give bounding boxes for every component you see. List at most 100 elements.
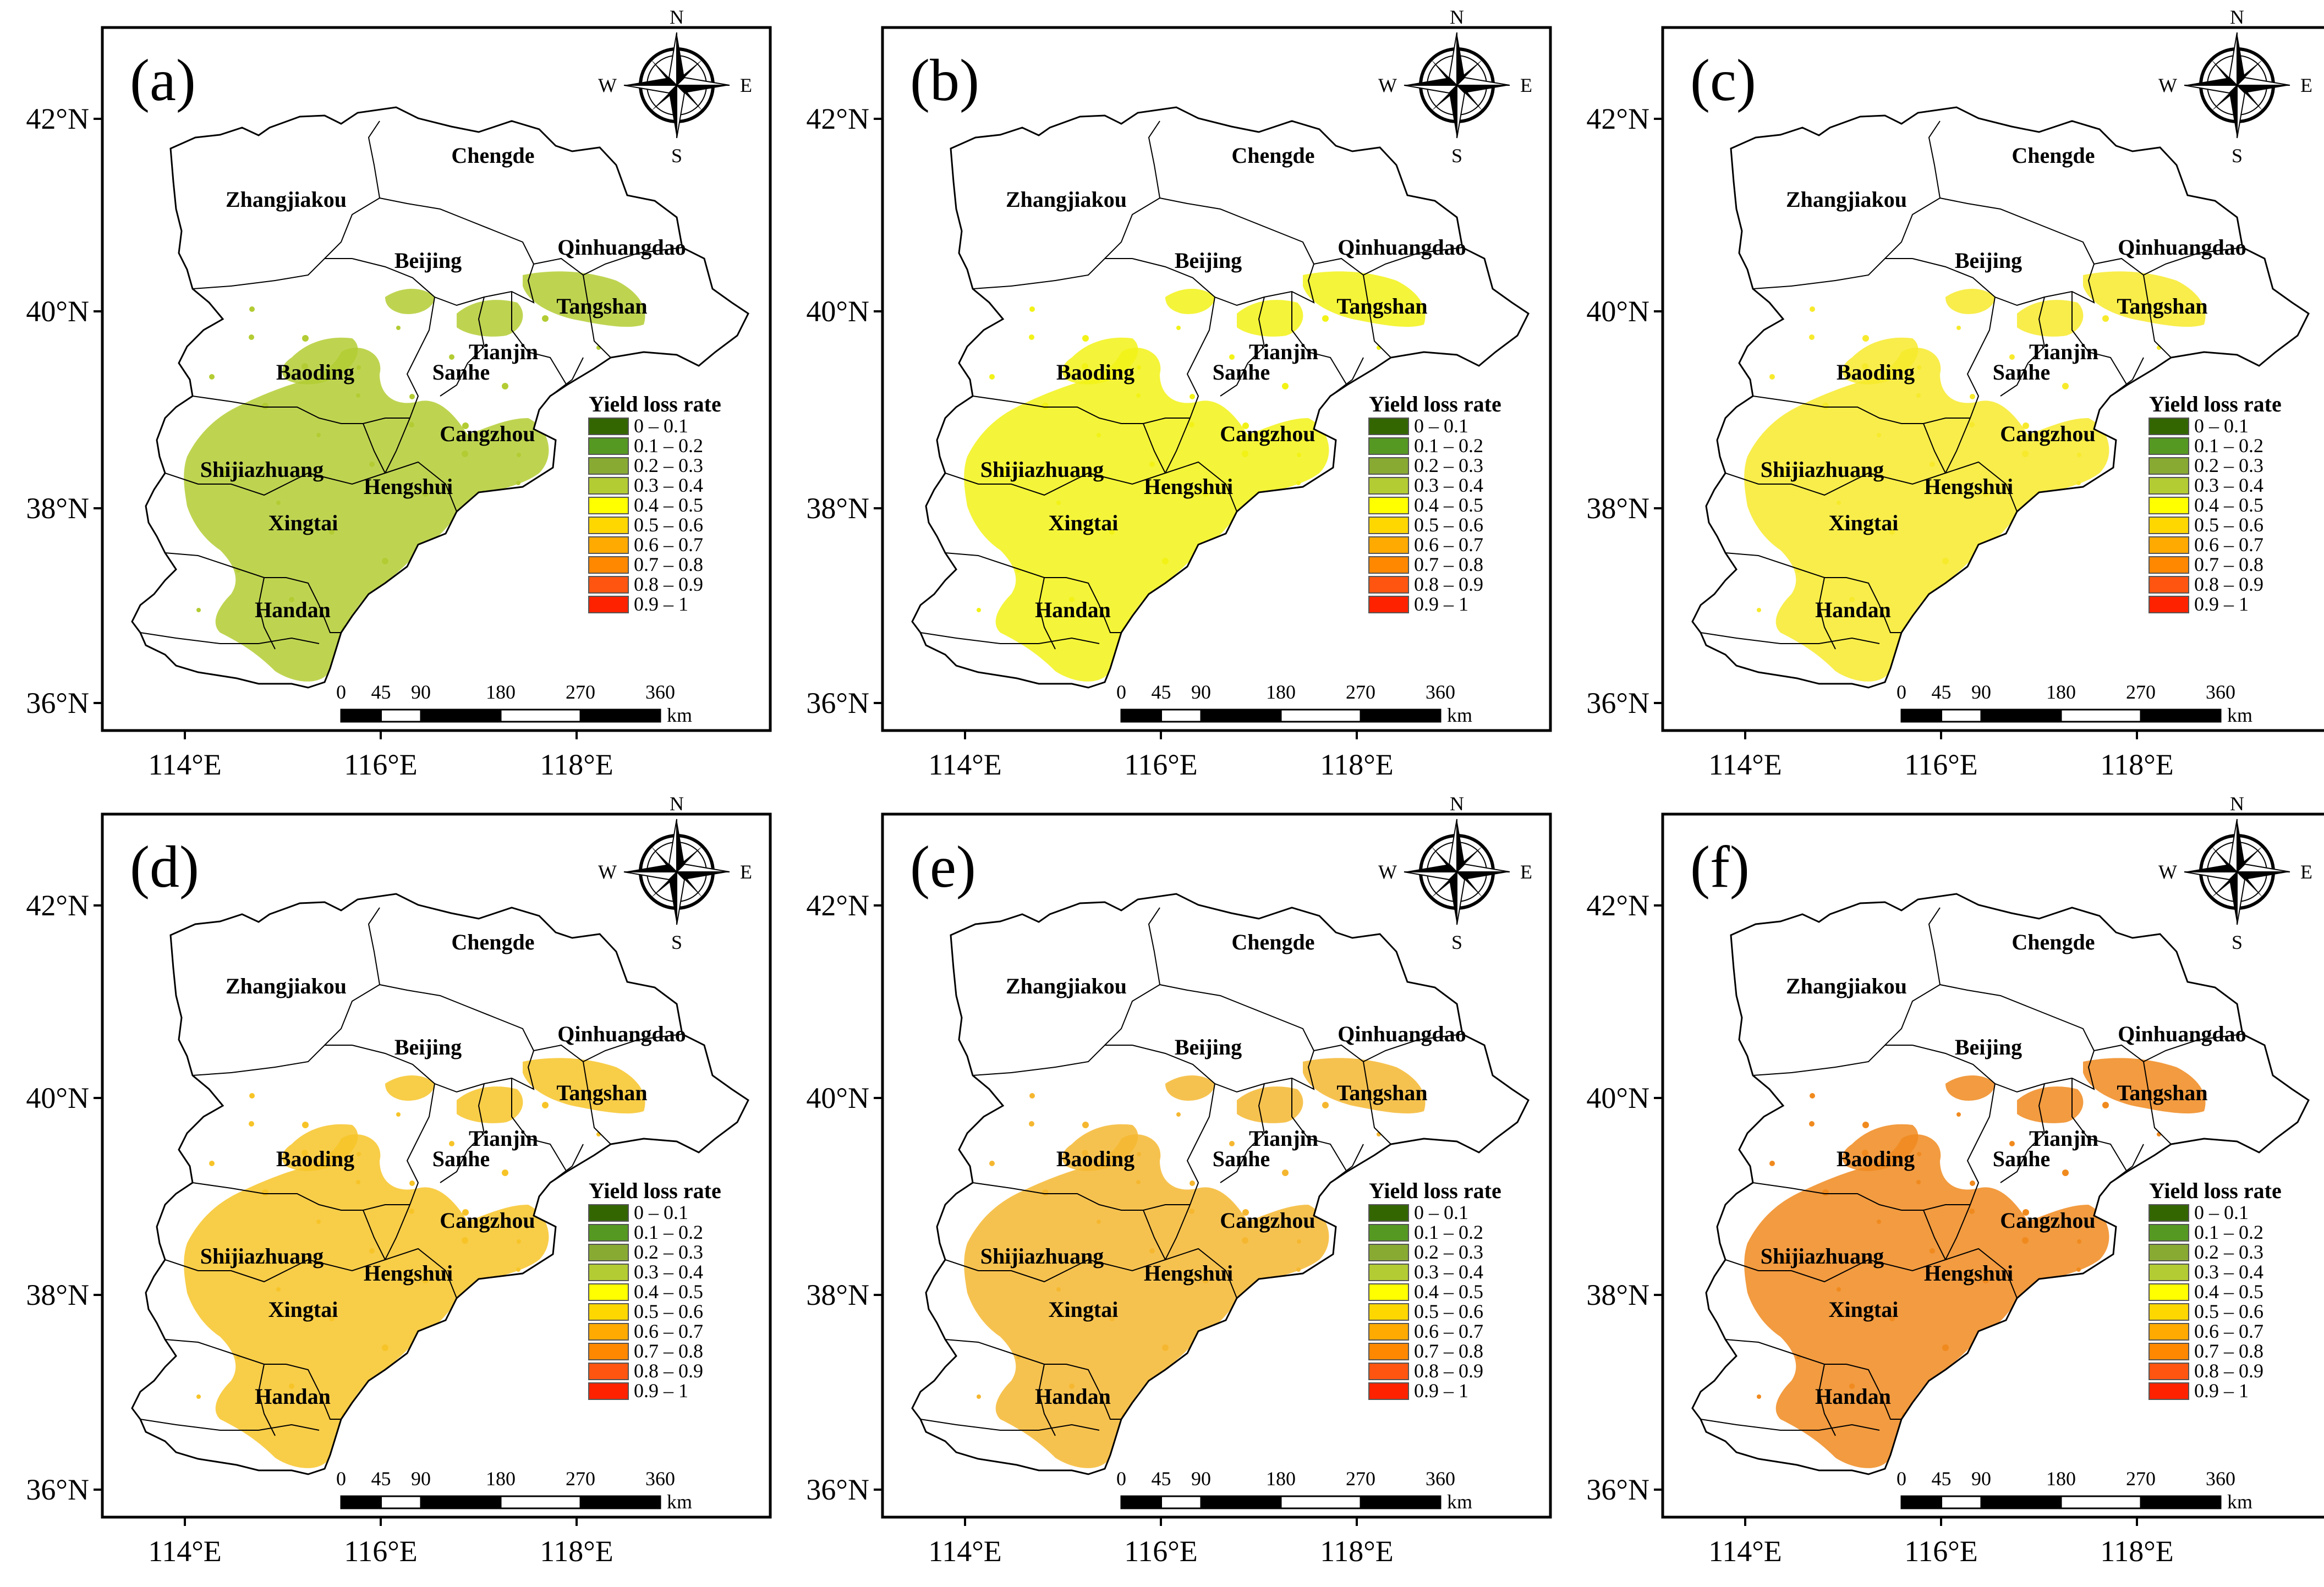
map-panel: 42°N 40°N 38°N 36°N 114°E 116°E 118°E Chengde Zh… bbox=[1560, 787, 2324, 1573]
scale-bar-label: 0 bbox=[1116, 681, 1126, 703]
yield-loss-dot bbox=[1916, 1180, 1921, 1184]
yield-loss-dot bbox=[542, 315, 549, 322]
yield-loss-dot bbox=[222, 470, 228, 477]
legend-label: 0.1 – 0.2 bbox=[634, 435, 703, 457]
scale-bar-unit: km bbox=[667, 1491, 692, 1513]
legend-label: 0.5 – 0.6 bbox=[1414, 514, 1483, 536]
yield-loss-dot bbox=[1956, 1112, 1961, 1117]
yield-loss-dot bbox=[1229, 354, 1235, 360]
yield-loss-area bbox=[2017, 1086, 2084, 1123]
city-label: Zhangjiakou bbox=[226, 187, 347, 212]
city-boundary bbox=[2143, 274, 2172, 358]
scale-bar-segment bbox=[1900, 709, 1942, 723]
compass-letter: S bbox=[1451, 931, 1462, 953]
scale-bar-segment bbox=[380, 709, 422, 723]
yield-loss-dot bbox=[1982, 1277, 1989, 1283]
legend-title: Yield loss rate bbox=[1369, 392, 1501, 416]
city-boundary bbox=[1725, 473, 1869, 496]
lat-tick-label: 36°N bbox=[1586, 1473, 1649, 1506]
yield-loss-area bbox=[1237, 300, 1303, 337]
legend-label: 0.4 – 0.5 bbox=[2194, 494, 2263, 516]
legend-swatch bbox=[2148, 556, 2189, 574]
yield-loss-dot bbox=[1956, 326, 1961, 330]
legend-swatch bbox=[1368, 517, 1409, 534]
legend-swatch bbox=[588, 1224, 629, 1242]
city-boundary bbox=[533, 247, 683, 276]
yield-loss-dot bbox=[502, 383, 508, 389]
city-label: Cangzhou bbox=[2000, 421, 2095, 446]
yield-loss-dot bbox=[209, 1161, 215, 1166]
city-boundary bbox=[583, 1061, 611, 1145]
lat-tick-label: 36°N bbox=[1586, 687, 1649, 720]
yield-loss-dot bbox=[422, 490, 429, 497]
map-panel: 42°N 40°N 38°N 36°N 114°E 116°E 118°E Chengde Zh… bbox=[0, 0, 781, 787]
legend-label: 0.3 – 0.4 bbox=[634, 474, 703, 496]
city-boundary bbox=[945, 552, 1121, 633]
legend-swatch bbox=[1368, 1343, 1409, 1360]
compass-letter: S bbox=[2232, 931, 2243, 953]
legend-swatch bbox=[2148, 1323, 2189, 1341]
city-label: Qinhuangdao bbox=[2118, 1022, 2246, 1046]
yield-loss-dot bbox=[1002, 470, 1008, 477]
city-label: Hengshui bbox=[1924, 474, 2013, 499]
city-boundary bbox=[1752, 258, 1912, 289]
city-label: Chengde bbox=[2011, 930, 2095, 954]
panel-label: (b) bbox=[910, 48, 979, 113]
yield-loss-dot bbox=[409, 394, 415, 399]
north-arrow-icon: N S W E bbox=[598, 6, 752, 167]
yield-loss-dot bbox=[302, 363, 308, 370]
city-label: Sanhe bbox=[432, 360, 490, 385]
yield-loss-dot bbox=[316, 1220, 321, 1224]
yield-loss-dot bbox=[1137, 1152, 1141, 1156]
city-label: Cangzhou bbox=[2000, 1208, 2095, 1233]
legend-label: 0.8 – 0.9 bbox=[2194, 1360, 2263, 1382]
compass-letter: S bbox=[2232, 145, 2243, 167]
city-boundary bbox=[2000, 1133, 2045, 1183]
city-label: Baoding bbox=[276, 1146, 354, 1171]
yield-loss-dot bbox=[249, 1093, 255, 1099]
lon-tick-label: 116°E bbox=[344, 748, 418, 781]
yield-loss-dot bbox=[1029, 306, 1035, 312]
scale-bar-label: 0 bbox=[1897, 681, 1906, 703]
yield-loss-dot bbox=[517, 453, 521, 457]
yield-loss-dot bbox=[1862, 1150, 1868, 1156]
panel-label: (e) bbox=[910, 834, 976, 900]
legend-label: 0.4 – 0.5 bbox=[2194, 1281, 2263, 1303]
compass-letter: N bbox=[2230, 6, 2244, 28]
city-label: Handan bbox=[1815, 597, 1891, 622]
scale-bar-label: 0 bbox=[336, 681, 346, 703]
city-label: Hengshui bbox=[1924, 1261, 2013, 1286]
yield-loss-dot bbox=[2062, 383, 2069, 389]
legend-swatch bbox=[1368, 1264, 1409, 1281]
city-boundary bbox=[1313, 1034, 1463, 1063]
scale-bar-segment bbox=[579, 1495, 661, 1509]
lon-tick-label: 116°E bbox=[1904, 1535, 1978, 1568]
scale-bar-segment bbox=[340, 709, 382, 723]
province-outline bbox=[1691, 106, 2310, 689]
scale-bar-label: 360 bbox=[2206, 681, 2235, 703]
yield-loss-dot bbox=[357, 365, 361, 370]
legend-swatch bbox=[588, 477, 629, 495]
scale-bar-label: 270 bbox=[2126, 1468, 2156, 1490]
city-label: Xingtai bbox=[268, 510, 338, 535]
yield-loss-dot bbox=[1056, 501, 1061, 505]
city-label: Qinhuangdao bbox=[557, 235, 686, 260]
scale-bar-segment bbox=[2140, 1495, 2222, 1509]
map-panel: 42°N 40°N 38°N 36°N 114°E 116°E 118°E Chengde Zh… bbox=[0, 787, 781, 1573]
city-label: Hengshui bbox=[364, 474, 453, 499]
yield-loss-dot bbox=[1082, 363, 1088, 370]
city-label: Xingtai bbox=[1049, 510, 1119, 535]
scale-bar-segment bbox=[1360, 709, 1441, 723]
yield-loss-area bbox=[523, 271, 645, 327]
legend-label: 0 – 0.1 bbox=[634, 1201, 688, 1223]
city-boundary bbox=[1363, 1061, 1391, 1145]
province-outline bbox=[131, 106, 749, 689]
yield-loss-dot bbox=[1970, 1180, 1975, 1186]
yield-loss-dot bbox=[1190, 1180, 1195, 1186]
yield-loss-dot bbox=[2009, 354, 2015, 360]
city-boundary bbox=[165, 1339, 341, 1420]
city-label: Tangshan bbox=[556, 294, 647, 319]
